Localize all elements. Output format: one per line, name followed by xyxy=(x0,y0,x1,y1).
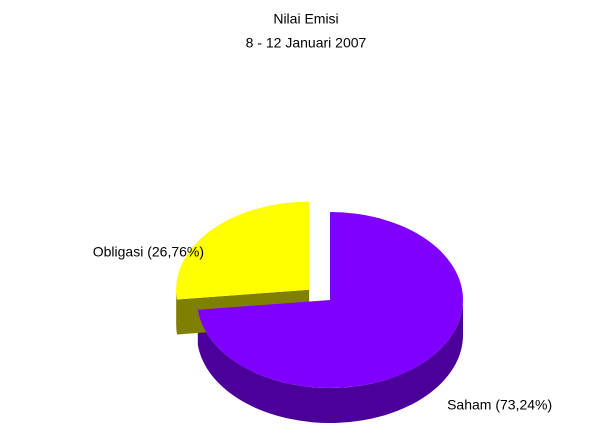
pie: Saham (73,24%) Obligasi (26,76%) xyxy=(93,201,552,423)
slice-label: Saham (73,24%) xyxy=(447,396,552,412)
slice-side xyxy=(197,300,464,423)
pie-slice xyxy=(197,212,464,388)
chart-title: Nilai Emisi xyxy=(273,11,338,27)
pie-slice xyxy=(176,201,310,300)
slice-side xyxy=(176,289,177,335)
slice-label: Obligasi (26,76%) xyxy=(93,244,204,260)
chart-subtitle: 8 - 12 Januari 2007 xyxy=(246,35,367,51)
